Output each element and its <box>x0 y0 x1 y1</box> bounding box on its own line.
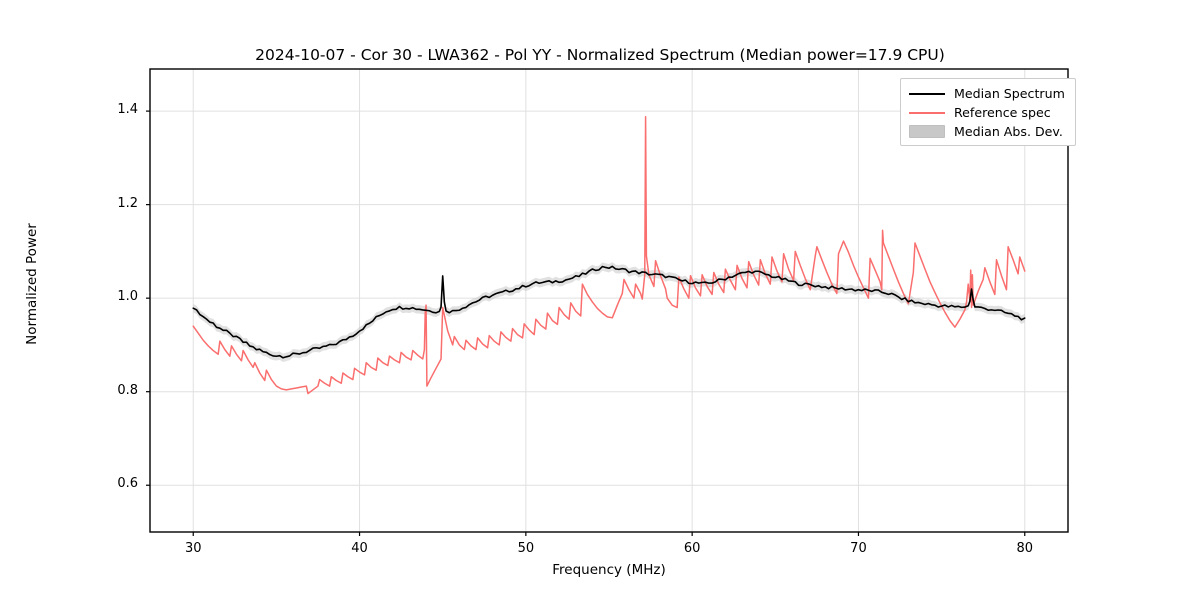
gridlines <box>150 69 1068 532</box>
x-tick-label-40: 40 <box>351 541 368 556</box>
legend-patch-icon-median-abs-dev <box>909 125 945 138</box>
x-tick-label-60: 60 <box>683 541 701 556</box>
chart-title: 2024-10-07 - Cor 30 - LWA362 - Pol YY - … <box>255 46 945 64</box>
series-median-abs-dev <box>193 262 1025 362</box>
legend-label-median-spectrum: Median Spectrum <box>954 86 1065 101</box>
x-tick-label-70: 70 <box>850 541 867 556</box>
legend-label-median-abs-dev: Median Abs. Dev. <box>954 124 1063 139</box>
y-tick-label-1.0: 1.0 <box>117 289 138 305</box>
axes-frame <box>149 68 1069 533</box>
x-tick-label-80: 80 <box>1016 541 1034 556</box>
legend-item-reference-spec: Reference spec <box>909 103 1067 122</box>
legend: Median Spectrum Reference spec Median Ab… <box>900 78 1076 146</box>
legend-item-median-abs-dev: Median Abs. Dev. <box>909 122 1067 141</box>
x-tick-label-50: 50 <box>517 541 535 556</box>
legend-line-icon-median-spectrum <box>909 88 945 100</box>
x-tick-label-30: 30 <box>184 541 202 556</box>
legend-line-icon-reference-spec <box>909 107 945 119</box>
y-tick-label-0.8: 0.8 <box>117 382 138 398</box>
y-tick-label-1.4: 1.4 <box>117 102 138 118</box>
x-axis-label: Frequency (MHz) <box>552 562 666 578</box>
series-median-spectrum <box>192 265 1026 359</box>
legend-item-median-spectrum: Median Spectrum <box>909 84 1067 103</box>
series-reference-spec <box>192 115 1026 395</box>
y-tick-label-0.6: 0.6 <box>117 476 138 492</box>
legend-label-reference-spec: Reference spec <box>954 105 1051 120</box>
y-tick-label-1.2: 1.2 <box>117 195 138 211</box>
